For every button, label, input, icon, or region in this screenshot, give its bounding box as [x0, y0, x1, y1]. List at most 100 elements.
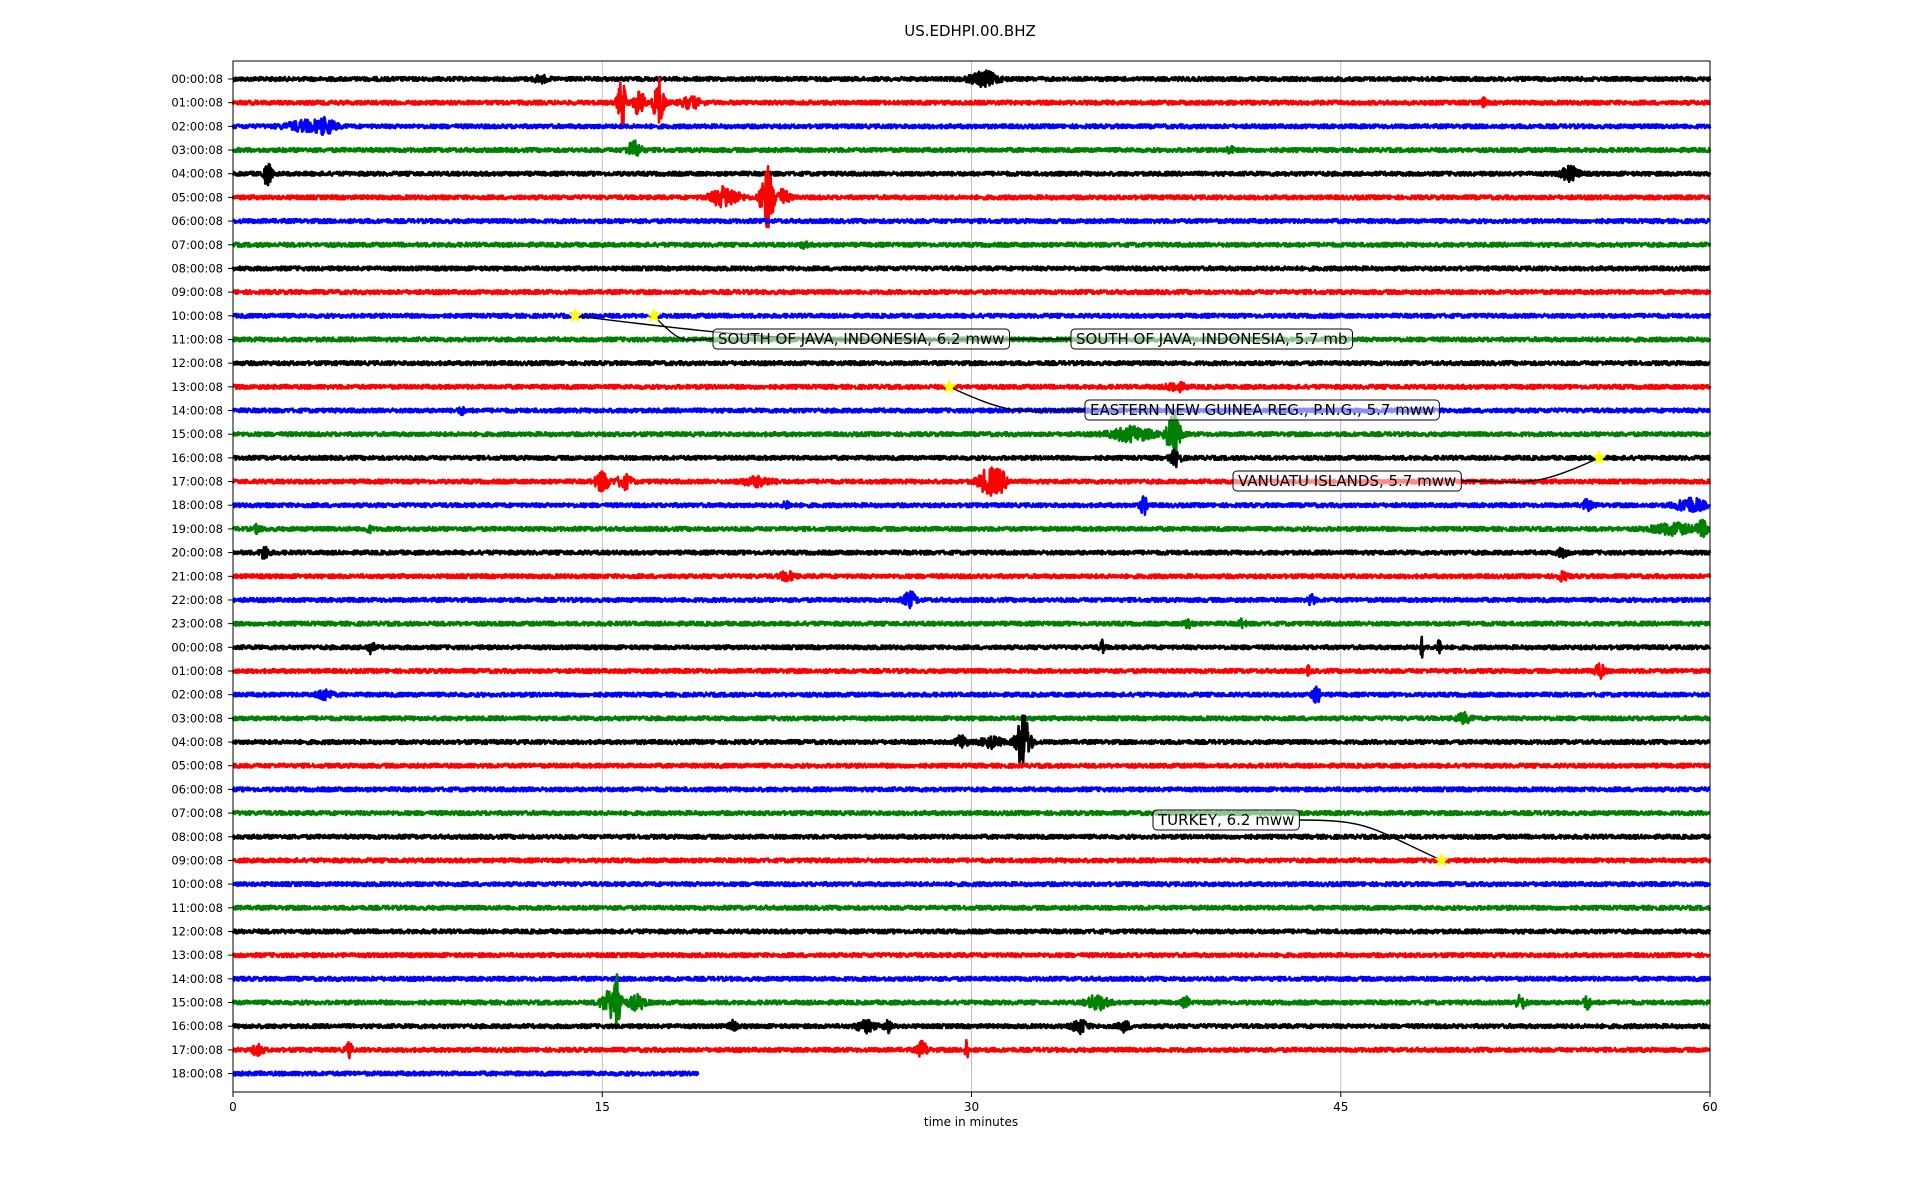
- row-time-label: 18:00:08: [171, 498, 223, 512]
- trace-row: [231, 115, 1712, 137]
- row-time-label: 17:00:08: [171, 475, 223, 489]
- row-time-label: 23:00:08: [171, 617, 223, 631]
- trace-row: [232, 590, 1712, 610]
- x-axis-label: time in minutes: [924, 1115, 1018, 1129]
- row-time-label: 15:00:08: [171, 427, 223, 441]
- event-annotations: SOUTH OF JAVA, INDONESIA, 5.7 mb SOUTH OF…: [567, 307, 1608, 868]
- trace-row: [231, 714, 1711, 767]
- event-star: [646, 307, 662, 323]
- row-time-label: 14:00:08: [171, 404, 223, 418]
- row-time-label: 19:00:08: [171, 522, 223, 536]
- trace-row: [231, 518, 1711, 539]
- event-annotation: VANUATU ISLANDS, 5.7 mww: [1232, 449, 1608, 492]
- row-time-label: 13:00:08: [171, 380, 223, 394]
- event-star: [1591, 449, 1608, 465]
- trace-row: [232, 975, 1712, 983]
- event-label: SOUTH OF JAVA, INDONESIA, 5.7 mb: [1076, 330, 1347, 348]
- event-connector: [653, 315, 714, 341]
- trace-row: [232, 217, 1711, 225]
- trace-row: [231, 76, 1711, 127]
- event-star: [941, 378, 958, 394]
- trace-row: [231, 786, 1711, 793]
- event-annotation: EASTERN NEW GUINEA REG., P.N.G., 5.7 mww: [941, 378, 1440, 421]
- row-time-label: 09:00:08: [171, 285, 223, 299]
- row-time-label: 04:00:08: [171, 735, 223, 749]
- trace-row: [231, 951, 1711, 959]
- trace-row: [231, 973, 1711, 1029]
- row-time-label: 05:00:08: [171, 759, 223, 773]
- trace-row: [232, 412, 1712, 452]
- trace-row: [232, 904, 1712, 912]
- trace-row: [231, 635, 1712, 659]
- row-time-label: 00:00:08: [171, 72, 223, 86]
- trace-row: [232, 380, 1712, 394]
- trace-row: [231, 880, 1712, 888]
- row-time-label: 01:00:08: [171, 664, 223, 678]
- event-connector: [949, 386, 1086, 412]
- row-time-label: 21:00:08: [171, 569, 223, 583]
- row-time-label: 06:00:08: [171, 782, 223, 796]
- trace-row: [231, 69, 1712, 89]
- row-time-label: 08:00:08: [171, 261, 223, 275]
- row-time-label: 06:00:08: [171, 214, 223, 228]
- row-time-label: 15:00:08: [171, 996, 223, 1010]
- row-time-label: 18:00:08: [171, 1067, 223, 1081]
- trace-row: [232, 1070, 700, 1077]
- row-time-label: 05:00:08: [171, 190, 223, 204]
- trace-row: [232, 288, 1712, 296]
- trace-row: [231, 1018, 1712, 1036]
- row-time-label: 11:00:08: [171, 901, 223, 915]
- row-time-label: 03:00:08: [171, 711, 223, 725]
- x-axis-ticks: 0 15 30 45 60: [229, 1092, 1718, 1114]
- event-connector: [1299, 819, 1442, 862]
- row-time-label: 09:00:08: [171, 853, 223, 867]
- trace-row: [231, 405, 1712, 417]
- row-time-label: 17:00:08: [171, 1043, 223, 1057]
- row-time-label: 02:00:08: [171, 119, 223, 133]
- event-label: SOUTH OF JAVA, INDONESIA, 6.2 mww: [718, 330, 1005, 348]
- trace-row: [232, 762, 1711, 770]
- trace-row: [232, 617, 1711, 630]
- row-time-label: 10:00:08: [171, 309, 223, 323]
- row-time-labels: 00:00:08 01:00:08 02:00:08 03:00:08 04:00:08…: [171, 72, 233, 1081]
- trace-row: [231, 928, 1712, 935]
- x-tick-label: 45: [1333, 1100, 1348, 1114]
- trace-row: [231, 495, 1712, 517]
- row-time-label: 02:00:08: [171, 688, 223, 702]
- x-tick-label: 60: [1702, 1100, 1717, 1114]
- row-time-label: 16:00:08: [171, 451, 223, 465]
- trace-row: [231, 1038, 1711, 1060]
- chart-title: US.EDHPI.00.BHZ: [904, 22, 1036, 40]
- row-time-label: 12:00:08: [171, 356, 223, 370]
- x-tick-label: 0: [229, 1100, 237, 1114]
- row-time-label: 16:00:08: [171, 1019, 223, 1033]
- row-time-label: 03:00:08: [171, 143, 223, 157]
- trace-row: [231, 312, 1712, 320]
- trace-row: [231, 448, 1712, 469]
- trace-row: [231, 809, 1711, 817]
- trace-row: [232, 359, 1711, 367]
- event-star: [1433, 852, 1450, 868]
- row-time-label: 14:00:08: [171, 972, 223, 986]
- x-tick-label: 15: [595, 1100, 610, 1114]
- row-time-label: 07:00:08: [171, 806, 223, 820]
- trace-row: [232, 685, 1711, 704]
- row-time-label: 07:00:08: [171, 238, 223, 252]
- row-time-label: 20:00:08: [171, 546, 223, 560]
- row-time-label: 13:00:08: [171, 948, 223, 962]
- trace-row: [231, 569, 1712, 583]
- trace-row: [231, 710, 1711, 726]
- row-time-label: 10:00:08: [171, 877, 223, 891]
- row-time-label: 22:00:08: [171, 593, 223, 607]
- event-annotation: SOUTH OF JAVA, INDONESIA, 6.2 mww: [646, 307, 1010, 350]
- row-time-label: 00:00:08: [171, 640, 223, 654]
- row-time-label: 01:00:08: [171, 96, 223, 110]
- event-star: [567, 307, 583, 323]
- event-annotation: TURKEY, 6.2 mww: [1152, 809, 1450, 868]
- row-time-label: 08:00:08: [171, 830, 223, 844]
- trace-row: [231, 833, 1712, 841]
- x-tick-label: 30: [964, 1100, 979, 1114]
- event-label: VANUATU ISLANDS, 5.7 mww: [1238, 472, 1456, 490]
- trace-row: [231, 265, 1711, 272]
- trace-row: [232, 545, 1712, 560]
